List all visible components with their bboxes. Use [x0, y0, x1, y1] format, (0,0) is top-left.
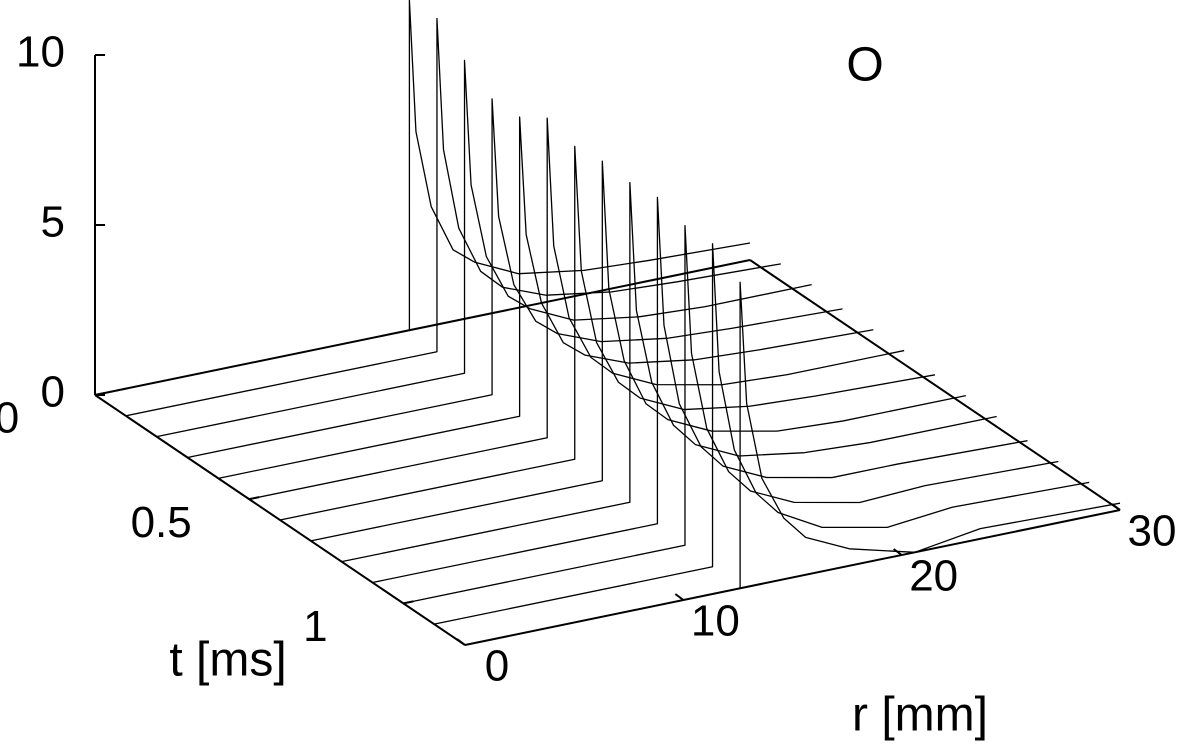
curve: [218, 116, 874, 479]
z-tick-label: 10: [16, 28, 65, 77]
x-axis-title: r [mm]: [852, 689, 988, 742]
y-axis-title: t [ms]: [169, 634, 286, 687]
curve: [94, 0, 751, 396]
x-tick: [674, 593, 684, 601]
x-tick-label: 30: [1128, 507, 1177, 556]
z-tick-label: 0: [41, 368, 65, 417]
x-tick-label: 20: [909, 552, 958, 601]
curve: [156, 59, 812, 438]
x-tick-label: 0: [485, 642, 509, 691]
right-edge: [749, 259, 1121, 511]
curve: [279, 145, 936, 521]
x-tick-label: 10: [691, 597, 740, 646]
curve: [249, 117, 905, 500]
curve: [403, 225, 1059, 604]
x-tick: [456, 638, 466, 646]
curve: [187, 98, 843, 459]
curve: [310, 160, 966, 542]
y-tick-label: 1: [303, 602, 327, 651]
curve: [434, 243, 1090, 625]
y-tick-label: 0.5: [131, 498, 192, 547]
y-tick-label: 0: [0, 394, 19, 443]
z-tick-label: 5: [41, 198, 65, 247]
curve: [341, 182, 997, 563]
curve: [125, 17, 781, 417]
curve: [464, 281, 1121, 646]
annotation: O: [846, 39, 883, 92]
curve: [372, 196, 1028, 584]
